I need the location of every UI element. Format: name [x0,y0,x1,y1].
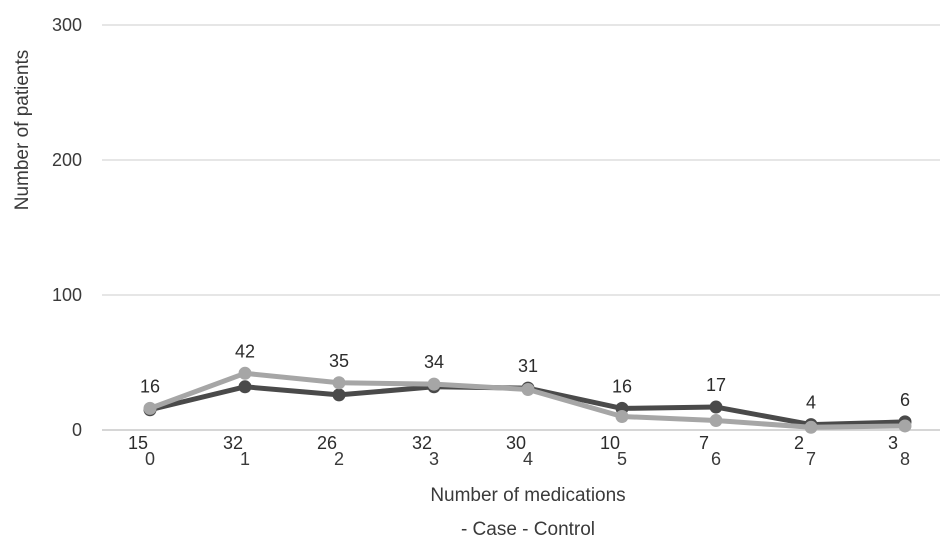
data-label: 17 [706,375,726,395]
data-point [615,410,629,423]
y-tick-label: 200 [52,150,82,170]
data-label: 2 [794,433,804,453]
x-tick-label: 5 [617,449,627,469]
data-label: 3 [888,433,898,453]
x-axis-title: Number of medications [430,485,625,506]
data-label: 42 [235,341,255,361]
series-control [143,366,912,434]
data-label: 15 [128,433,148,453]
x-tick-label: 3 [429,449,439,469]
data-point [521,383,535,396]
x-tick-label: 0 [145,449,155,469]
data-label: 4 [806,393,816,413]
data-label: 34 [424,352,444,372]
x-tick-labels: 0 1 2 3 4 5 6 7 8 [145,449,910,469]
gridlines [102,24,940,431]
data-point [709,400,723,414]
x-tick-label: 2 [334,449,344,469]
data-label: 32 [412,433,432,453]
data-label: 32 [223,433,243,453]
data-point [332,376,346,390]
data-label: 31 [518,356,538,376]
y-tick-label: 0 [72,420,82,440]
data-label: 7 [699,433,709,453]
data-label: 26 [317,433,337,453]
data-point [709,414,723,428]
data-label: 6 [900,390,910,410]
data-point [804,420,818,434]
data-point [238,366,252,380]
y-axis-title: Number of patients [12,50,33,211]
legend: - Case - Control [461,519,595,540]
x-tick-label: 1 [240,449,250,469]
x-tick-label: 8 [900,449,910,469]
data-label: 35 [329,351,349,371]
x-tick-label: 4 [523,449,533,469]
series-lines [143,366,912,434]
data-label: 30 [506,433,526,453]
data-point [427,377,441,391]
data-point [143,401,157,415]
y-tick-labels: 0 100 200 300 [52,15,82,440]
data-point [238,380,252,394]
y-tick-label: 100 [52,285,82,305]
data-label: 16 [140,376,160,396]
data-label: 16 [612,376,632,396]
data-point [332,388,346,402]
x-tick-label: 6 [711,449,721,469]
x-tick-label: 7 [806,449,816,469]
y-tick-label: 300 [52,15,82,35]
data-point [898,419,912,433]
data-label: 10 [600,433,620,453]
